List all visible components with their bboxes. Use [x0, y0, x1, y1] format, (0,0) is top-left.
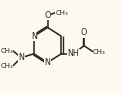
Text: N: N [31, 32, 37, 41]
Text: CH₃: CH₃ [0, 63, 13, 69]
Text: NH: NH [67, 49, 79, 58]
Text: CH₃: CH₃ [56, 9, 69, 16]
Text: N: N [18, 53, 24, 62]
Text: CH₃: CH₃ [93, 49, 106, 55]
Text: N: N [45, 58, 51, 67]
Text: O: O [81, 28, 87, 37]
Text: CH₃: CH₃ [0, 48, 13, 54]
Text: O: O [44, 11, 51, 20]
